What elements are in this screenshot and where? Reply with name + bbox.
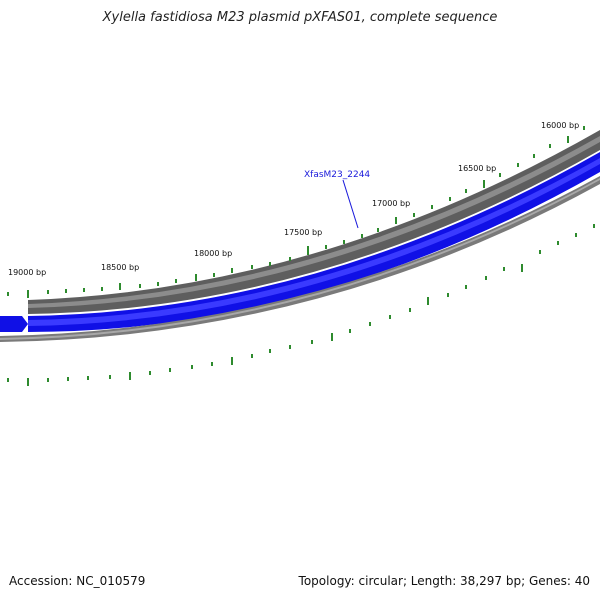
topology-summary: Topology: circular; Length: 38,297 bp; G… bbox=[298, 574, 590, 588]
gene-band-forward[interactable] bbox=[28, 152, 600, 332]
inner-ticks bbox=[7, 224, 595, 386]
outer-ticks bbox=[7, 126, 585, 298]
gene-label[interactable]: XfasM23_2244 bbox=[304, 170, 370, 180]
gene-label-leader bbox=[342, 179, 359, 229]
position-label: 17500 bp bbox=[284, 228, 322, 237]
position-label: 18000 bp bbox=[194, 249, 232, 258]
position-label: 16500 bp bbox=[458, 164, 496, 173]
accession-label: Accession: NC_010579 bbox=[9, 574, 146, 588]
position-label: 16000 bp bbox=[541, 121, 579, 130]
map-title: Xylella fastidiosa M23 plasmid pXFAS01, … bbox=[102, 10, 498, 25]
position-label: 19000 bp bbox=[8, 268, 46, 277]
position-label: 18500 bp bbox=[101, 263, 139, 272]
position-label: 17000 bp bbox=[372, 199, 410, 208]
gene-arrow-left[interactable] bbox=[0, 316, 28, 332]
